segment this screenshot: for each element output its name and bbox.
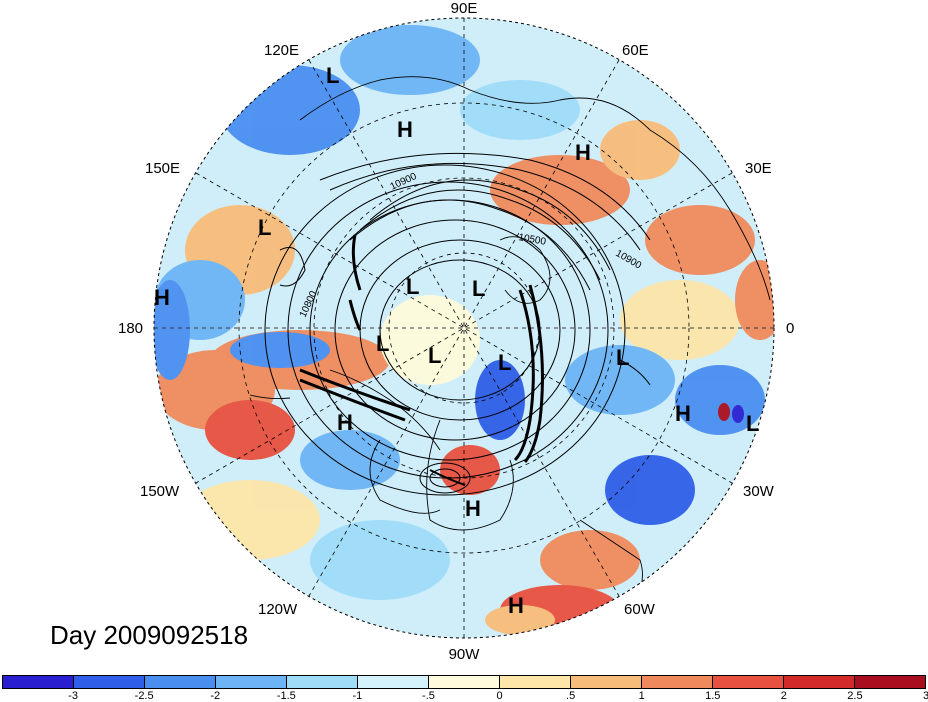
lon-label-0: 0: [786, 320, 794, 337]
lon-label-30e: 30E: [745, 160, 772, 177]
graticule: [154, 18, 774, 638]
colorbar-tick-label: 0: [496, 690, 503, 702]
colorbar-cell: [145, 676, 216, 688]
lon-label-120w: 120W: [258, 601, 298, 618]
longitude-labels: 90E 60E 30E 0 30W 60W 90W 120W 150W 180 …: [118, 0, 794, 663]
anomaly-field: [154, 18, 774, 638]
coastlines: [249, 76, 771, 621]
lon-label-60w: 60W: [624, 601, 656, 618]
height-contours: [264, 152, 651, 496]
high-center: H: [675, 401, 691, 426]
colorbar: [2, 675, 926, 689]
contour-label: 10500: [517, 232, 547, 248]
colorbar-tick-label: -.5: [422, 690, 435, 702]
low-center: L: [498, 350, 511, 375]
colorbar-cell: [855, 676, 925, 688]
low-center: L: [616, 345, 629, 370]
low-center: L: [428, 343, 441, 368]
lon-label-150e: 150E: [145, 160, 180, 177]
colorbar-tick-label: -2.5: [134, 690, 154, 702]
lon-label-30w: 30W: [743, 483, 775, 500]
colorbar-tick-label: -3: [68, 690, 78, 702]
colorbar-tick-label: -1: [352, 690, 363, 702]
pressure-centers: L H H L H L L L L L L H H L H H: [154, 63, 759, 618]
low-center: L: [326, 63, 339, 88]
lon-label-90e: 90E: [451, 0, 478, 17]
colorbar-tick-label: .5: [566, 690, 576, 702]
high-center: H: [397, 117, 413, 142]
lon-label-120e: 120E: [264, 42, 299, 59]
colorbar-tick-label: 3: [922, 690, 928, 702]
colorbar-cell: [429, 676, 500, 688]
lon-label-180: 180: [118, 320, 143, 337]
colorbar-tick-label: -1.5: [276, 690, 296, 702]
low-center: L: [472, 276, 485, 301]
colorbar-tick-label: -2: [210, 690, 221, 702]
colorbar-cell: [216, 676, 287, 688]
low-center: L: [258, 215, 271, 240]
lon-label-90w: 90W: [449, 646, 481, 663]
colorbar-cell: [713, 676, 784, 688]
high-center: H: [465, 496, 481, 521]
colorbar-tick-label: 2: [780, 690, 787, 702]
colorbar-cell: [74, 676, 145, 688]
colorbar-cell: [642, 676, 713, 688]
colorbar-tick-label: 1: [638, 690, 645, 702]
lon-label-150w: 150W: [140, 483, 180, 500]
lon-label-60e: 60E: [622, 42, 649, 59]
low-center: L: [376, 331, 389, 356]
low-center: L: [746, 411, 759, 436]
colorbar-tick-label: 1.5: [705, 690, 721, 702]
high-center: H: [154, 285, 170, 310]
date-label: Day 2009092518: [50, 620, 249, 650]
high-center: H: [575, 140, 591, 165]
high-center: H: [508, 593, 524, 618]
colorbar-cell: [358, 676, 429, 688]
high-center: H: [337, 410, 353, 435]
colorbar-tick-label: 2.5: [847, 690, 863, 702]
low-center: L: [406, 274, 419, 299]
colorbar-cell: [3, 676, 74, 688]
colorbar-cell: [500, 676, 571, 688]
colorbar-cell: [784, 676, 855, 688]
colorbar-cell: [287, 676, 358, 688]
colorbar-cell: [571, 676, 642, 688]
